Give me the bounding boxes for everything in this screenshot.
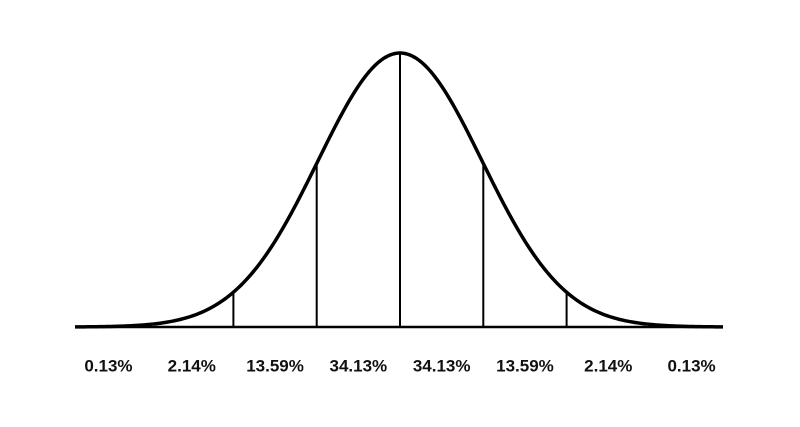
region-percentage: 2.14% <box>168 356 216 375</box>
region-percentage: 34.13% <box>413 356 471 375</box>
region-percentage: 2.14% <box>584 356 632 375</box>
curve-layer <box>74 51 724 329</box>
region-percentage: 13.59% <box>496 356 554 375</box>
region-percentage: 0.13% <box>667 356 715 375</box>
region-percentage: 34.13% <box>330 356 388 375</box>
region-percentage: 13.59% <box>246 356 304 375</box>
labels: 0.13% 2.14% 13.59% 34.13% 34.13% 13.59% 2.14% 0… <box>84 356 715 375</box>
region-percentage: 0.13% <box>84 356 132 375</box>
